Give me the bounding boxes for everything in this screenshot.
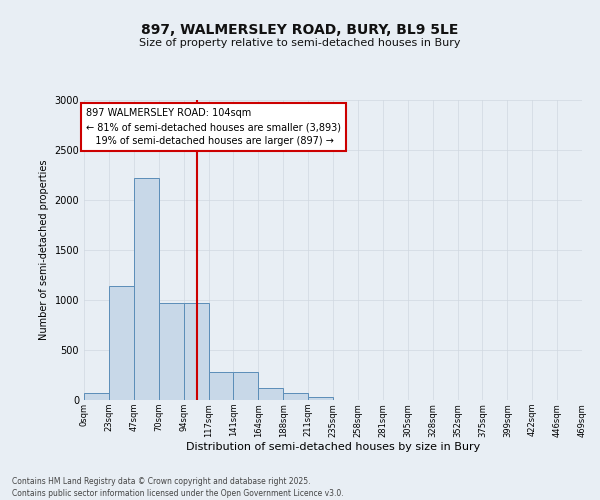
Y-axis label: Number of semi-detached properties: Number of semi-detached properties	[39, 160, 49, 340]
Text: 897, WALMERSLEY ROAD, BURY, BL9 5LE: 897, WALMERSLEY ROAD, BURY, BL9 5LE	[142, 22, 458, 36]
Text: Contains HM Land Registry data © Crown copyright and database right 2025.
Contai: Contains HM Land Registry data © Crown c…	[12, 476, 344, 498]
Bar	[134, 178, 159, 400]
Bar	[159, 303, 184, 400]
Bar	[233, 372, 259, 400]
Bar	[184, 303, 209, 400]
Bar	[259, 388, 283, 400]
Text: 897 WALMERSLEY ROAD: 104sqm
← 81% of semi-detached houses are smaller (3,893)
  : 897 WALMERSLEY ROAD: 104sqm ← 81% of sem…	[86, 108, 341, 146]
X-axis label: Distribution of semi-detached houses by size in Bury: Distribution of semi-detached houses by …	[186, 442, 480, 452]
Bar	[283, 393, 308, 400]
Bar	[209, 372, 233, 400]
Bar	[84, 392, 109, 400]
Text: Size of property relative to semi-detached houses in Bury: Size of property relative to semi-detach…	[139, 38, 461, 48]
Bar	[109, 286, 134, 400]
Bar	[308, 397, 333, 400]
